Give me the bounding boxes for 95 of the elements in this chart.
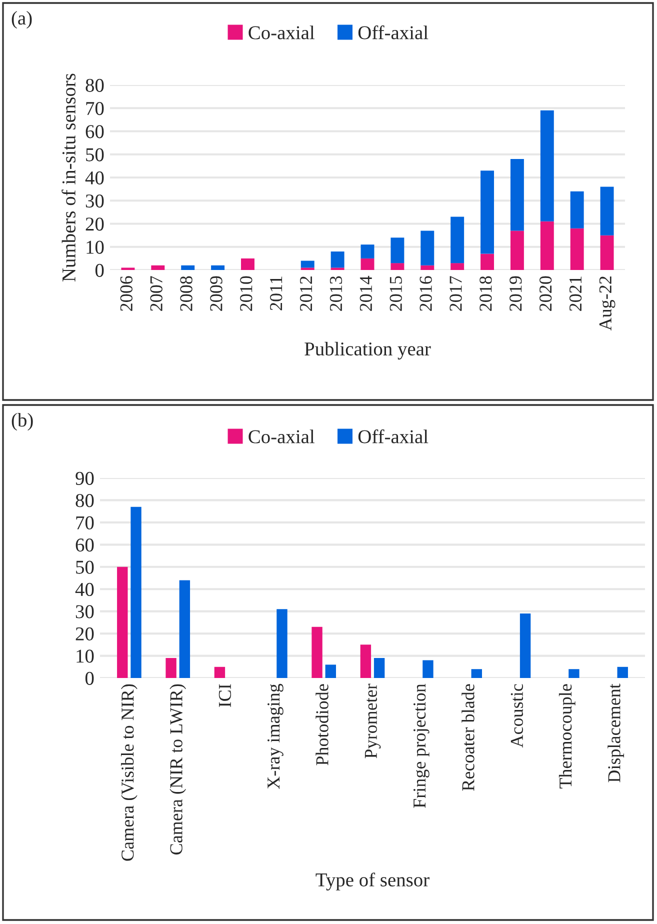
y-tick-label: 20 bbox=[76, 627, 94, 640]
x-tick-label: 2010 bbox=[240, 276, 252, 311]
legend-label: Off-axial bbox=[358, 429, 428, 444]
bar bbox=[360, 644, 372, 678]
bar bbox=[510, 159, 524, 231]
x-tick-label: 2013 bbox=[330, 276, 342, 311]
bar bbox=[540, 110, 554, 222]
bar bbox=[374, 658, 385, 678]
x-tick-label: Acoustic bbox=[510, 684, 523, 748]
bar bbox=[510, 230, 524, 270]
x-tick-label: 2019 bbox=[510, 276, 522, 311]
x-tick-label: X-ray imaging bbox=[268, 684, 284, 789]
bar bbox=[360, 258, 374, 270]
x-tick-label: 2008 bbox=[180, 276, 192, 311]
x-tick-label: 2016 bbox=[420, 276, 432, 311]
bar bbox=[179, 580, 190, 678]
bar bbox=[600, 235, 614, 270]
x-tick-label: Camera (Visible to NIR) bbox=[121, 684, 138, 861]
x-tick-label: 2020 bbox=[539, 276, 552, 311]
bar bbox=[276, 609, 288, 678]
y-tick-label: 10 bbox=[76, 650, 94, 663]
x-tick-label: 2009 bbox=[210, 276, 222, 311]
y-tick-label: 60 bbox=[76, 538, 94, 552]
y-tick-label: 70 bbox=[76, 516, 94, 530]
x-tick-label: Fringe projection bbox=[413, 684, 430, 808]
y-tick-label: 40 bbox=[75, 582, 94, 596]
bar bbox=[330, 252, 344, 268]
bar bbox=[450, 216, 464, 264]
x-axis-title: Publication year bbox=[304, 342, 431, 360]
bar bbox=[240, 258, 254, 270]
bar bbox=[390, 238, 404, 264]
bar bbox=[570, 191, 584, 228]
x-tick-label: Displacement bbox=[608, 684, 624, 782]
bar bbox=[390, 263, 404, 270]
y-tick-label: 90 bbox=[76, 472, 94, 485]
legend-label: Co-axial bbox=[248, 430, 314, 444]
y-tick-label: 20 bbox=[86, 218, 104, 231]
y-tick-label: 0 bbox=[85, 672, 94, 685]
bar bbox=[540, 221, 554, 270]
x-tick-label: Photodiode bbox=[316, 684, 328, 766]
y-tick-label: 30 bbox=[86, 194, 104, 208]
bar bbox=[570, 228, 584, 270]
y-tick-label: 50 bbox=[76, 560, 94, 574]
x-tick-label: 2006 bbox=[120, 276, 132, 311]
bar bbox=[617, 666, 628, 678]
x-tick-label: 2012 bbox=[300, 276, 312, 311]
bar bbox=[181, 265, 195, 270]
x-tick-label: Thermocouple bbox=[558, 684, 576, 789]
x-tick-label: Aug-22 bbox=[599, 276, 616, 331]
x-tick-label: 2018 bbox=[480, 276, 492, 311]
bar bbox=[600, 186, 614, 236]
bar bbox=[480, 254, 494, 270]
text: (a) bbox=[12, 11, 32, 29]
y-tick-label: 40 bbox=[85, 171, 104, 184]
y-tick-label: 80 bbox=[76, 494, 94, 508]
y-tick-label: 30 bbox=[76, 605, 94, 618]
legend-label: Off-axial bbox=[358, 25, 428, 40]
x-tick-label: 2021 bbox=[569, 276, 582, 311]
bar bbox=[151, 265, 165, 270]
y-axis-title: Numbers of in-situ sensors bbox=[62, 74, 76, 282]
x-tick-label: Pyrometer bbox=[364, 684, 381, 758]
bar bbox=[471, 669, 482, 678]
bar bbox=[568, 669, 580, 678]
legend-label: Co-axial bbox=[248, 26, 314, 40]
x-tick-label: 2011 bbox=[270, 276, 282, 310]
text: (b) bbox=[12, 413, 33, 431]
x-tick-label: Recoater blade bbox=[462, 684, 474, 791]
x-tick-label: 2015 bbox=[390, 276, 402, 311]
y-tick-label: 0 bbox=[95, 264, 104, 277]
bar bbox=[420, 265, 434, 270]
bar bbox=[166, 658, 176, 678]
bar bbox=[520, 614, 531, 678]
bar bbox=[211, 265, 225, 270]
x-tick-label: ICI bbox=[218, 684, 232, 707]
bar bbox=[360, 244, 374, 258]
bar bbox=[480, 170, 494, 254]
bar bbox=[214, 666, 226, 678]
bar bbox=[450, 263, 464, 270]
bar bbox=[325, 664, 336, 678]
bar bbox=[117, 566, 128, 678]
y-tick-label: 10 bbox=[86, 240, 104, 254]
bar bbox=[420, 230, 434, 266]
x-tick-label: 2014 bbox=[360, 276, 372, 311]
bar bbox=[312, 626, 322, 678]
x-tick-label: 2007 bbox=[150, 276, 162, 311]
x-tick-label: Camera (NIR to LWIR) bbox=[170, 684, 186, 854]
y-tick-label: 70 bbox=[86, 102, 104, 116]
y-tick-label: 60 bbox=[86, 125, 104, 138]
bar bbox=[422, 660, 434, 678]
bar bbox=[130, 506, 142, 678]
x-axis-title: Type of sensor bbox=[316, 872, 430, 890]
x-tick-label: 2017 bbox=[450, 276, 462, 311]
y-tick-label: 80 bbox=[86, 78, 104, 92]
bar bbox=[300, 260, 314, 268]
y-tick-label: 50 bbox=[86, 148, 104, 162]
